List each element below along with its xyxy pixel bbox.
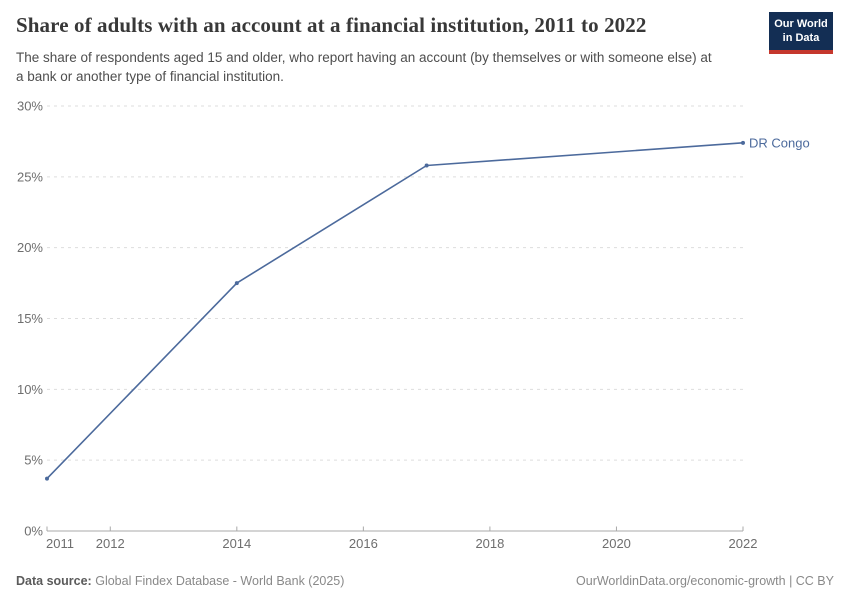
data-source: Data source: Global Findex Database - Wo… (16, 574, 344, 588)
data-point-marker (424, 163, 429, 168)
y-axis-tick-label: 10% (17, 382, 43, 397)
y-axis-tick-label: 0% (24, 524, 43, 539)
chart-subtitle: The share of respondents aged 15 and old… (16, 50, 712, 84)
y-axis-tick-label: 25% (17, 169, 43, 184)
series-label: DR Congo (749, 135, 810, 150)
page-title: Share of adults with an account at a fin… (16, 13, 647, 37)
x-axis-tick-label: 2014 (222, 536, 251, 551)
y-axis-tick-label: 15% (17, 311, 43, 326)
data-source-value: Global Findex Database - World Bank (202… (95, 574, 345, 588)
owid-logo: Our World in Data (769, 12, 833, 54)
x-axis-tick-label: 2020 (602, 536, 631, 551)
data-line (46, 142, 744, 480)
x-axis-tick-label: 2022 (729, 536, 758, 551)
line-chart: 0% 5% 10% 15% 20% 25% 30% 2011 2012 2014 2016 2018 2… (17, 99, 810, 552)
x-axis-tick-label: 2012 (96, 536, 125, 551)
x-axis-tick-label: 2011 (46, 536, 74, 551)
x-axis-tick-label: 2018 (475, 536, 504, 551)
owid-logo-red-bar (769, 49, 833, 54)
owid-logo-line2: in Data (782, 32, 820, 45)
data-point-marker (741, 140, 745, 145)
data-source-label: Data source: (16, 574, 92, 588)
owid-logo-line1: Our World (774, 18, 828, 30)
x-axis-tick-label: 2016 (349, 536, 378, 551)
y-axis-tick-label: 30% (17, 99, 43, 114)
y-axis-tick-label: 5% (24, 453, 43, 468)
data-point-marker (234, 281, 239, 286)
chart-footer: Data source: Global Findex Database - Wo… (16, 574, 834, 588)
data-point-marker (45, 476, 49, 481)
y-axis-tick-label: 20% (17, 240, 43, 255)
license-link: OurWorldinData.org/economic-growth | CC … (576, 574, 834, 588)
